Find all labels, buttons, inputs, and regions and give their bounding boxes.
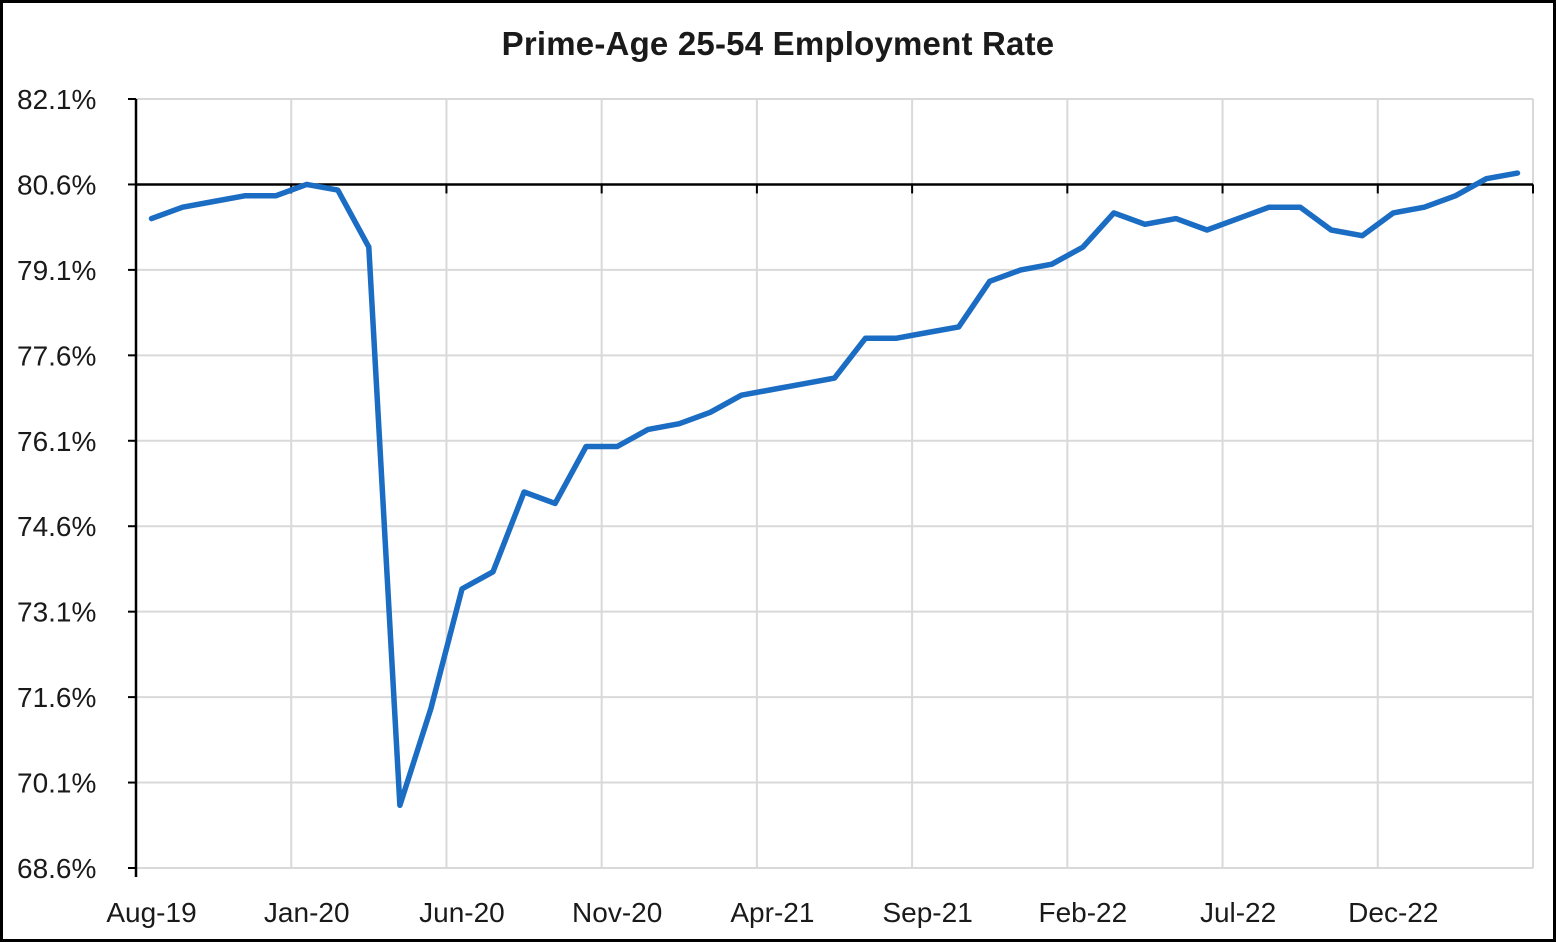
x-tick-label: Jun-20 xyxy=(419,897,505,928)
y-tick-label: 77.6% xyxy=(17,340,96,371)
employment-rate-chart: 82.1% 80.6% 79.1% 77.6% 76.1% 74.6% 73.1% 71.6%… xyxy=(17,84,1534,928)
y-tick-label: 79.1% xyxy=(17,255,96,286)
x-tick-label: Jan-20 xyxy=(264,897,350,928)
y-tick-label: 73.1% xyxy=(17,597,96,628)
y-tick-label: 70.1% xyxy=(17,768,96,799)
y-tick-label: 76.1% xyxy=(17,426,96,457)
y-tick-label: 68.6% xyxy=(17,853,96,884)
x-tick-label: Apr-21 xyxy=(730,897,814,928)
y-tick-label: 74.6% xyxy=(17,511,96,542)
x-tick-label: Feb-22 xyxy=(1038,897,1127,928)
y-tick-label: 71.6% xyxy=(17,682,96,713)
employment-rate-line xyxy=(148,170,1521,809)
y-tick-label: 82.1% xyxy=(17,84,96,115)
x-tick-label: Sep-21 xyxy=(882,897,972,928)
x-tick-label: Dec-22 xyxy=(1348,897,1438,928)
y-tick-label: 80.6% xyxy=(17,169,96,200)
chart-title: Prime-Age 25-54 Employment Rate xyxy=(501,25,1055,62)
x-tick-label: Aug-19 xyxy=(106,897,196,928)
x-tick-label: Jul-22 xyxy=(1200,897,1276,928)
x-tick-label: Nov-20 xyxy=(572,897,662,928)
